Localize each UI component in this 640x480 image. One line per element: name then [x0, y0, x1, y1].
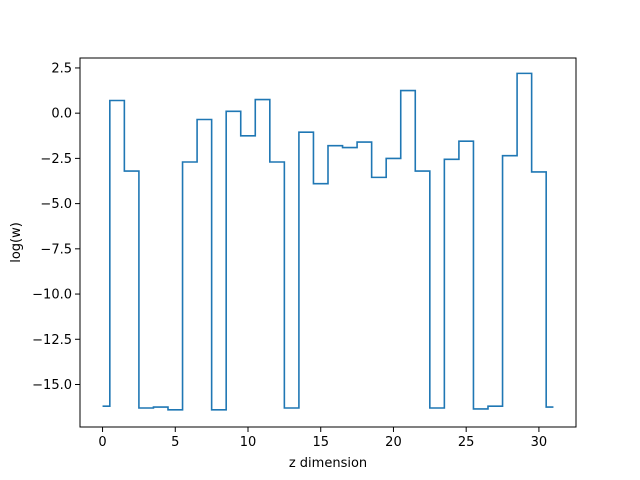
- x-tick-label: 10: [240, 435, 257, 450]
- y-tick-label: −5.0: [40, 197, 72, 212]
- x-tick-label: 20: [385, 435, 402, 450]
- y-tick-label: 0.0: [51, 107, 72, 122]
- x-tick-label: 15: [312, 435, 329, 450]
- y-tick-label: −15.0: [32, 378, 72, 393]
- y-tick-label: −7.5: [40, 242, 72, 257]
- y-tick-label: 2.5: [51, 61, 72, 76]
- x-axis-label: z dimension: [289, 456, 367, 471]
- y-axis-label: log(w): [9, 222, 24, 263]
- x-tick-label: 0: [98, 435, 106, 450]
- series-step-line: [102, 72, 554, 411]
- y-tick-label: −10.0: [32, 288, 72, 303]
- x-tick-label: 25: [458, 435, 475, 450]
- y-tick-label: −12.5: [32, 333, 72, 348]
- y-tick-label: −2.5: [40, 152, 72, 167]
- x-tick-label: 30: [531, 435, 548, 450]
- x-tick-label: 5: [171, 435, 179, 450]
- x-axis-ticks: 0 5 10 15 20 25 30: [98, 427, 547, 450]
- series-layer: [102, 72, 554, 411]
- plot-frame: [79, 57, 577, 428]
- y-axis-ticks: 2.5 0.0 −2.5 −5.0 −7.5 −10.0 −12.5 −15.0: [32, 61, 80, 393]
- plot-area: [80, 58, 576, 427]
